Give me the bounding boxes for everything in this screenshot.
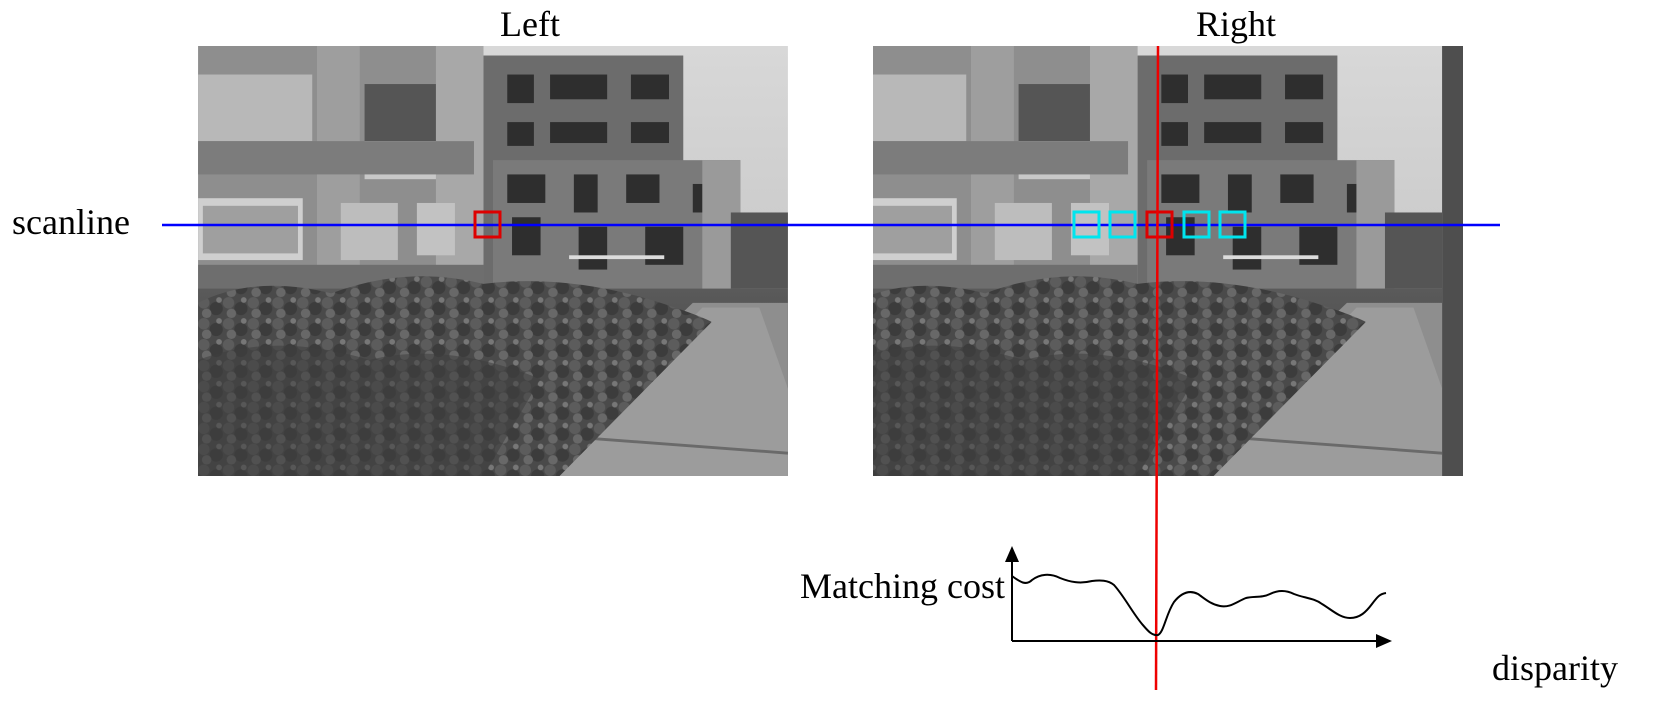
- cost-y-axis-arrow-icon: [1005, 546, 1019, 562]
- matching-cost-axis-label: Matching cost: [800, 566, 1005, 606]
- candidate-window: [1108, 210, 1137, 239]
- right-image-title: Right: [1196, 4, 1277, 44]
- candidate-window: [1182, 210, 1211, 239]
- candidate-window: [1218, 210, 1247, 239]
- left-stereo-image: [198, 46, 788, 476]
- reference-window: [473, 210, 502, 239]
- right-stereo-image: [873, 46, 1463, 476]
- matching-cost-curve: [1011, 573, 1387, 637]
- candidate-window: [1072, 210, 1101, 239]
- left-image-title: Left: [500, 4, 560, 44]
- disparity-axis-label: disparity: [1492, 648, 1618, 688]
- best-match-window: [1145, 210, 1174, 239]
- minimum-cost-marker-line: [1154, 45, 1160, 691]
- scanline-label: scanline: [12, 202, 130, 242]
- disparity-x-axis-arrow-icon: [1376, 634, 1392, 648]
